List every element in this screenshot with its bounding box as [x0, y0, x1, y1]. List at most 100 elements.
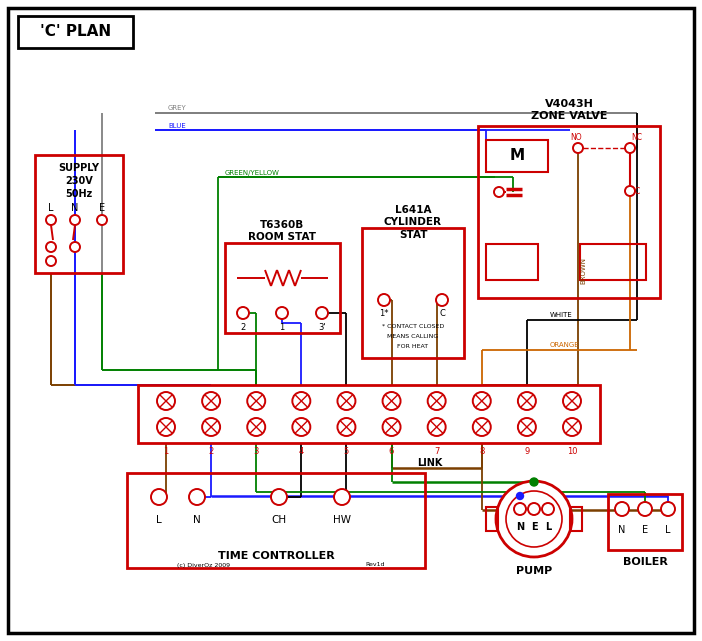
Text: 1*: 1* — [379, 310, 389, 319]
Bar — [580, 244, 646, 280]
Circle shape — [237, 307, 249, 319]
Circle shape — [530, 478, 538, 486]
Text: 1: 1 — [279, 322, 284, 331]
Text: 10: 10 — [567, 447, 577, 456]
Circle shape — [383, 418, 401, 436]
Circle shape — [615, 502, 629, 516]
Circle shape — [573, 143, 583, 153]
Text: * CONTACT CLOSED: * CONTACT CLOSED — [382, 324, 444, 328]
Text: 4: 4 — [299, 447, 304, 456]
Bar — [362, 228, 464, 358]
Circle shape — [625, 186, 635, 196]
Circle shape — [428, 392, 446, 410]
Circle shape — [189, 489, 205, 505]
Text: BROWN: BROWN — [580, 256, 586, 283]
Text: 3': 3' — [318, 322, 326, 331]
Text: CYLINDER: CYLINDER — [384, 217, 442, 227]
Text: Rev1d: Rev1d — [365, 563, 385, 567]
Circle shape — [46, 256, 56, 266]
Circle shape — [378, 294, 390, 306]
Text: N: N — [618, 525, 625, 535]
Text: 'C' PLAN: 'C' PLAN — [41, 24, 112, 40]
Text: ORANGE: ORANGE — [550, 342, 580, 348]
Text: STAT: STAT — [399, 230, 428, 240]
Text: L: L — [665, 525, 670, 535]
Text: GREY: GREY — [168, 105, 187, 111]
Circle shape — [202, 392, 220, 410]
Circle shape — [625, 143, 635, 153]
Text: C: C — [439, 310, 445, 319]
Circle shape — [316, 307, 328, 319]
Bar — [18, 16, 133, 48]
Bar — [486, 244, 538, 280]
Bar — [478, 126, 660, 298]
Text: FOR HEAT: FOR HEAT — [397, 344, 428, 349]
Text: E: E — [531, 522, 537, 532]
Bar — [570, 507, 582, 531]
Circle shape — [70, 215, 80, 225]
Bar — [35, 155, 123, 273]
Circle shape — [436, 294, 448, 306]
Text: L: L — [48, 203, 54, 213]
Text: L641A: L641A — [395, 205, 431, 215]
Ellipse shape — [506, 491, 562, 547]
Circle shape — [661, 502, 675, 516]
Circle shape — [518, 392, 536, 410]
Bar — [138, 385, 600, 443]
Bar — [225, 243, 340, 333]
Text: N: N — [193, 515, 201, 525]
Text: PUMP: PUMP — [516, 566, 552, 576]
Text: 3: 3 — [253, 447, 259, 456]
Circle shape — [514, 503, 526, 515]
Circle shape — [70, 242, 80, 252]
Text: ZONE VALVE: ZONE VALVE — [531, 111, 607, 121]
Text: M: M — [510, 149, 524, 163]
Text: TIME CONTROLLER: TIME CONTROLLER — [218, 551, 334, 561]
Text: GREEN/YELLOW: GREEN/YELLOW — [225, 170, 280, 176]
Circle shape — [247, 418, 265, 436]
Circle shape — [202, 418, 220, 436]
Bar — [486, 507, 498, 531]
Circle shape — [517, 492, 524, 499]
Text: ROOM STAT: ROOM STAT — [249, 232, 317, 242]
Circle shape — [563, 418, 581, 436]
Text: 5: 5 — [344, 447, 349, 456]
Text: HW: HW — [333, 515, 351, 525]
Text: LINK: LINK — [417, 458, 443, 468]
Circle shape — [292, 392, 310, 410]
Text: 6: 6 — [389, 447, 395, 456]
Circle shape — [46, 242, 56, 252]
Text: CH: CH — [272, 515, 286, 525]
Text: 7: 7 — [434, 447, 439, 456]
Circle shape — [151, 489, 167, 505]
Circle shape — [157, 392, 175, 410]
Text: MEANS CALLING: MEANS CALLING — [388, 333, 439, 338]
Text: 2: 2 — [208, 447, 213, 456]
Text: 230V: 230V — [65, 176, 93, 186]
Text: SUPPLY: SUPPLY — [58, 163, 100, 173]
Text: NC: NC — [632, 133, 642, 142]
Circle shape — [494, 187, 504, 197]
Circle shape — [542, 503, 554, 515]
Text: V4043H: V4043H — [545, 99, 593, 109]
Text: L: L — [156, 515, 162, 525]
Text: T6360B: T6360B — [260, 220, 305, 230]
Circle shape — [472, 418, 491, 436]
Bar — [486, 140, 548, 172]
Circle shape — [334, 489, 350, 505]
Circle shape — [276, 307, 288, 319]
Text: L: L — [545, 522, 551, 532]
Circle shape — [157, 418, 175, 436]
Text: E: E — [642, 525, 648, 535]
Circle shape — [271, 489, 287, 505]
Text: 8: 8 — [479, 447, 484, 456]
Text: NO: NO — [570, 133, 582, 142]
Text: C: C — [635, 187, 640, 196]
Text: E: E — [99, 203, 105, 213]
Text: 9: 9 — [524, 447, 529, 456]
Bar — [608, 494, 682, 550]
Circle shape — [46, 215, 56, 225]
Circle shape — [97, 215, 107, 225]
Text: N: N — [516, 522, 524, 532]
Text: 1: 1 — [164, 447, 168, 456]
